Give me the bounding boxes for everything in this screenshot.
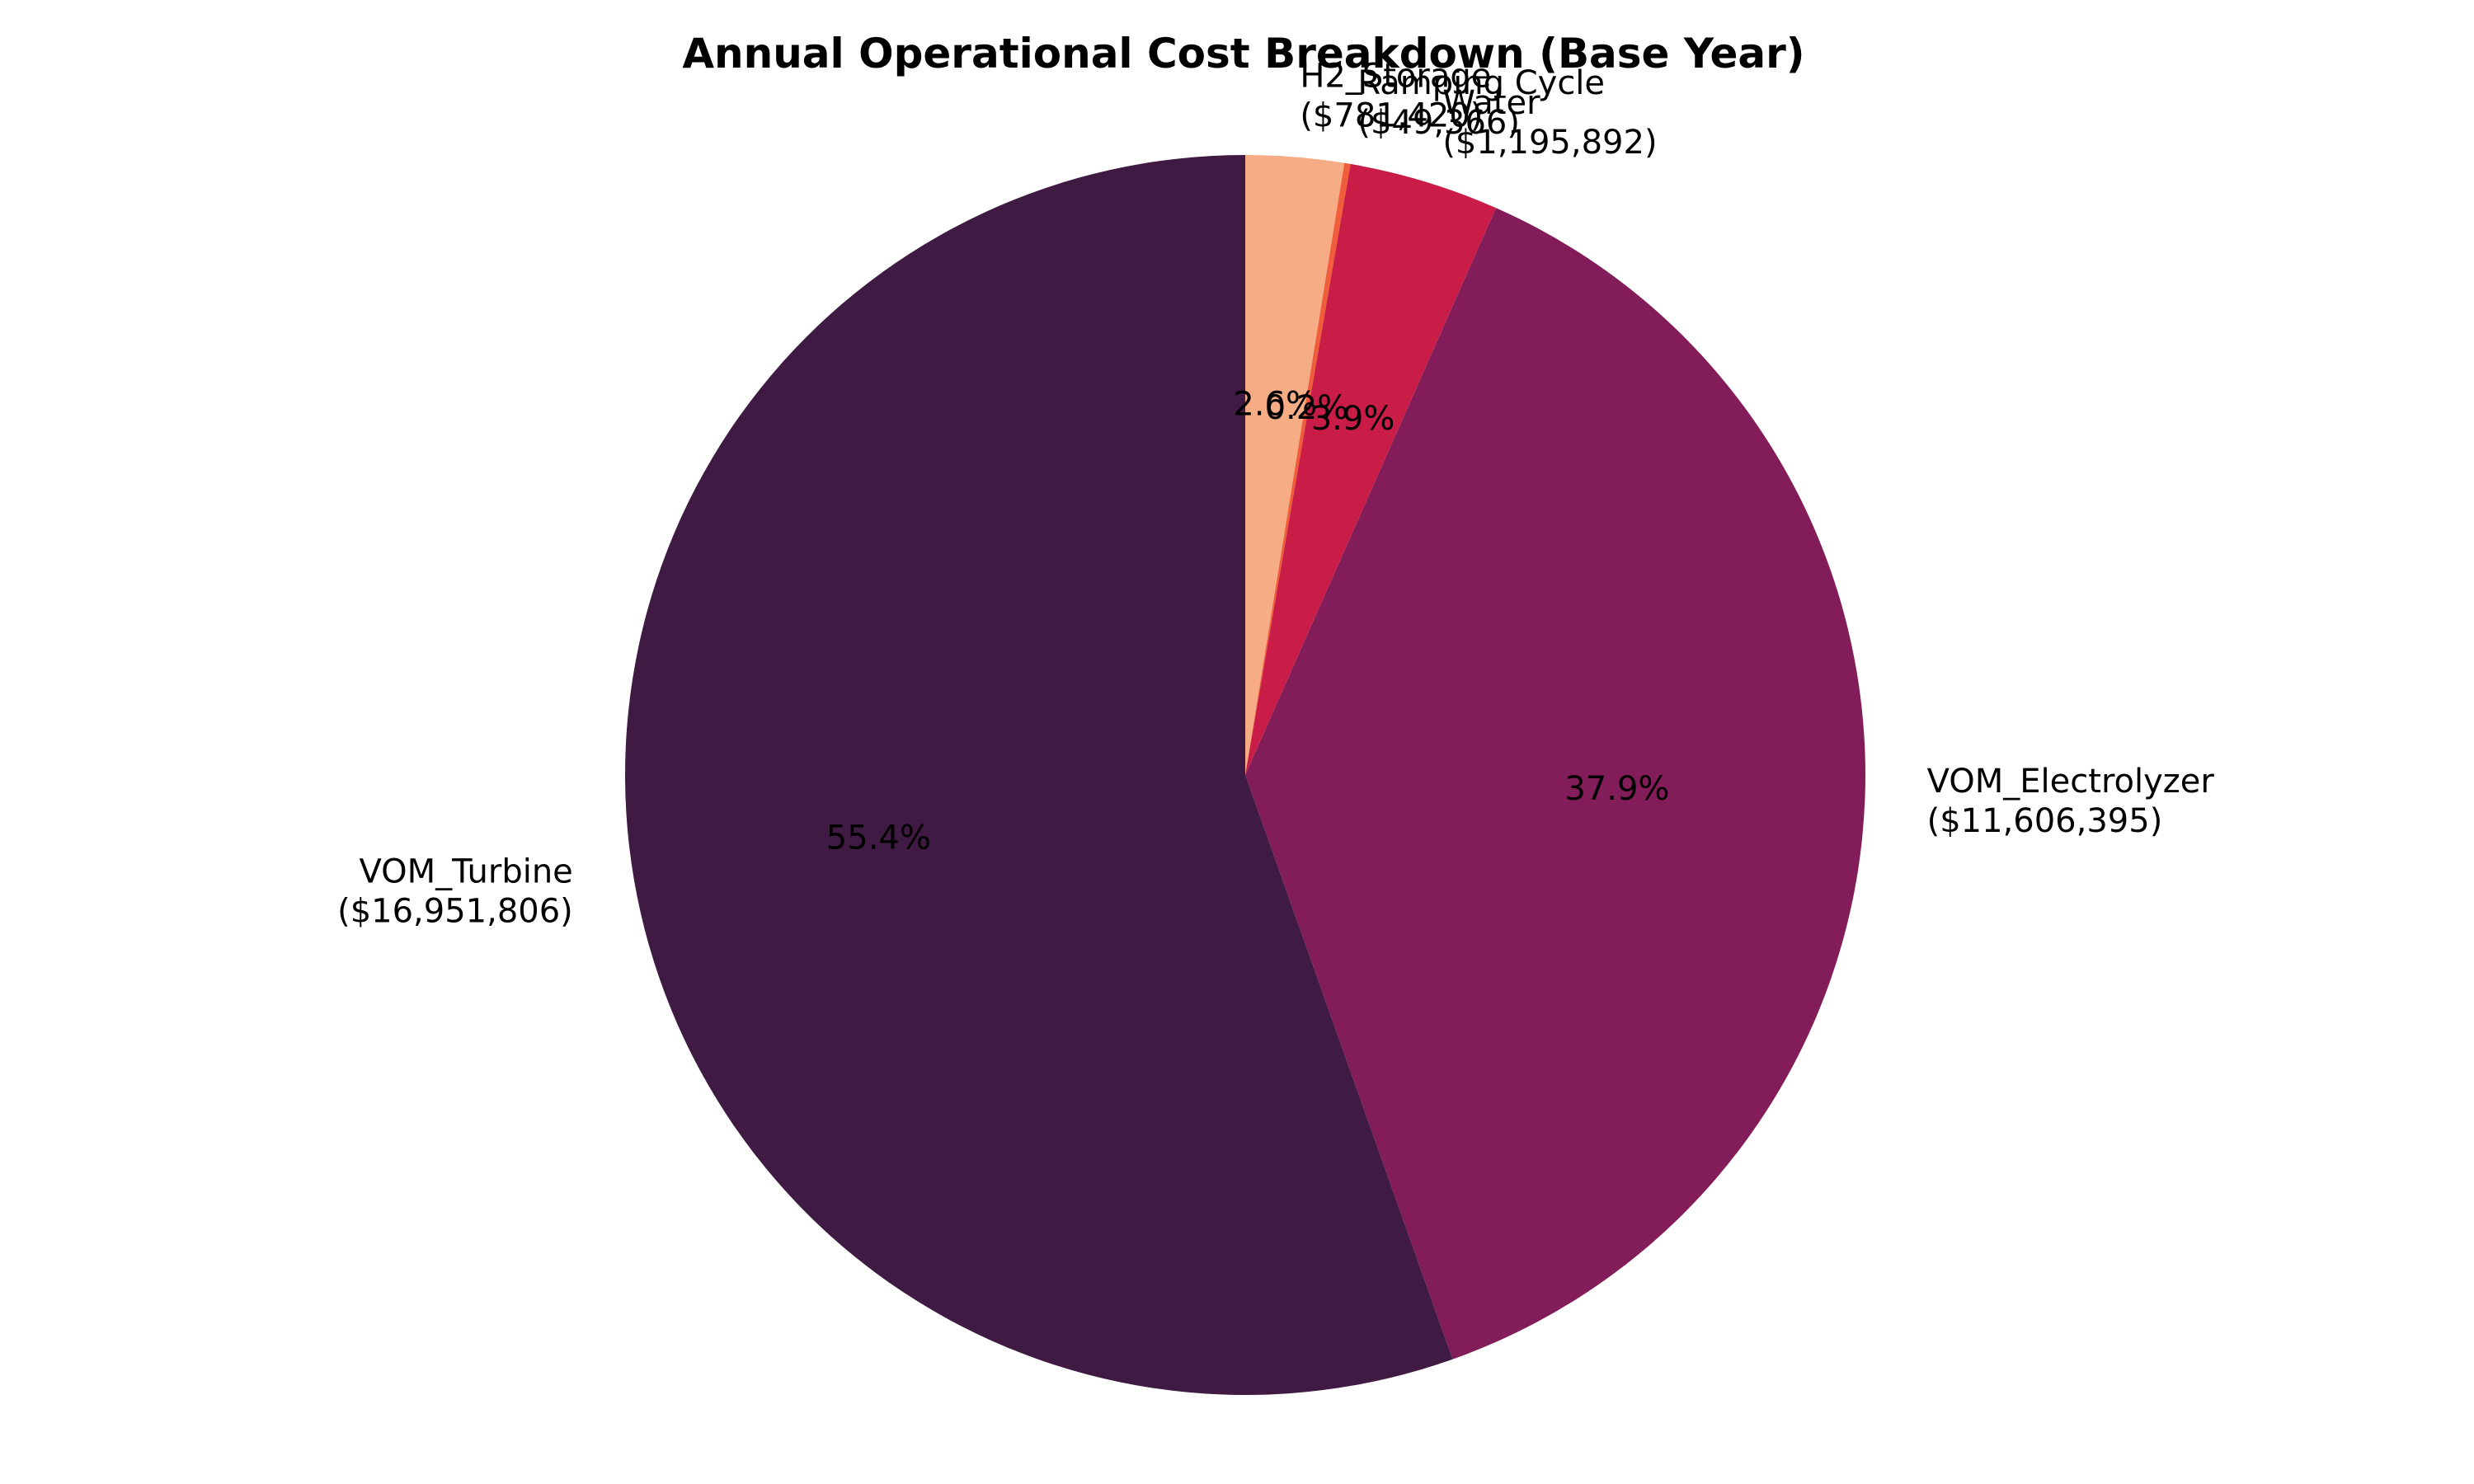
percent-label-vom-turbine: 55.4% xyxy=(826,819,931,857)
pie-labels: 2.6% H2_Storage ($781,420) 0.2% Ramping Cycl… xyxy=(337,57,2214,930)
percent-label-h2-storage: 2.6% xyxy=(1233,385,1317,423)
slice-label-vom-turbine: VOM_Turbine ($16,951,806) xyxy=(337,852,573,930)
slice-vom-electrolyzer xyxy=(1245,208,1865,1360)
percent-label-ramping-cycle: 0.2% xyxy=(1265,389,1349,427)
percent-label-vom-electrolyzer: 37.9% xyxy=(1564,770,1669,808)
slice-h2-storage xyxy=(1245,155,1345,775)
slice-vom-turbine xyxy=(624,155,1453,1395)
chart-title: Annual Operational Cost Breakdown (Base … xyxy=(682,30,1804,77)
slice-label-h2-storage: H2_Storage ($781,420) xyxy=(1300,57,1491,134)
slice-label-ramping-cycle: Ramping Cycle ($49,366) xyxy=(1357,64,1605,142)
slice-ramping-cycle xyxy=(1245,162,1351,775)
slice-water xyxy=(1245,163,1497,776)
slice-label-vom-electrolyzer: VOM_Electrolyzer ($11,606,395) xyxy=(1927,763,2215,840)
pie-slices xyxy=(624,155,1865,1395)
slice-label-water: Water ($1,195,892) xyxy=(1442,84,1657,162)
percent-label-water: 3.9% xyxy=(1311,400,1395,438)
